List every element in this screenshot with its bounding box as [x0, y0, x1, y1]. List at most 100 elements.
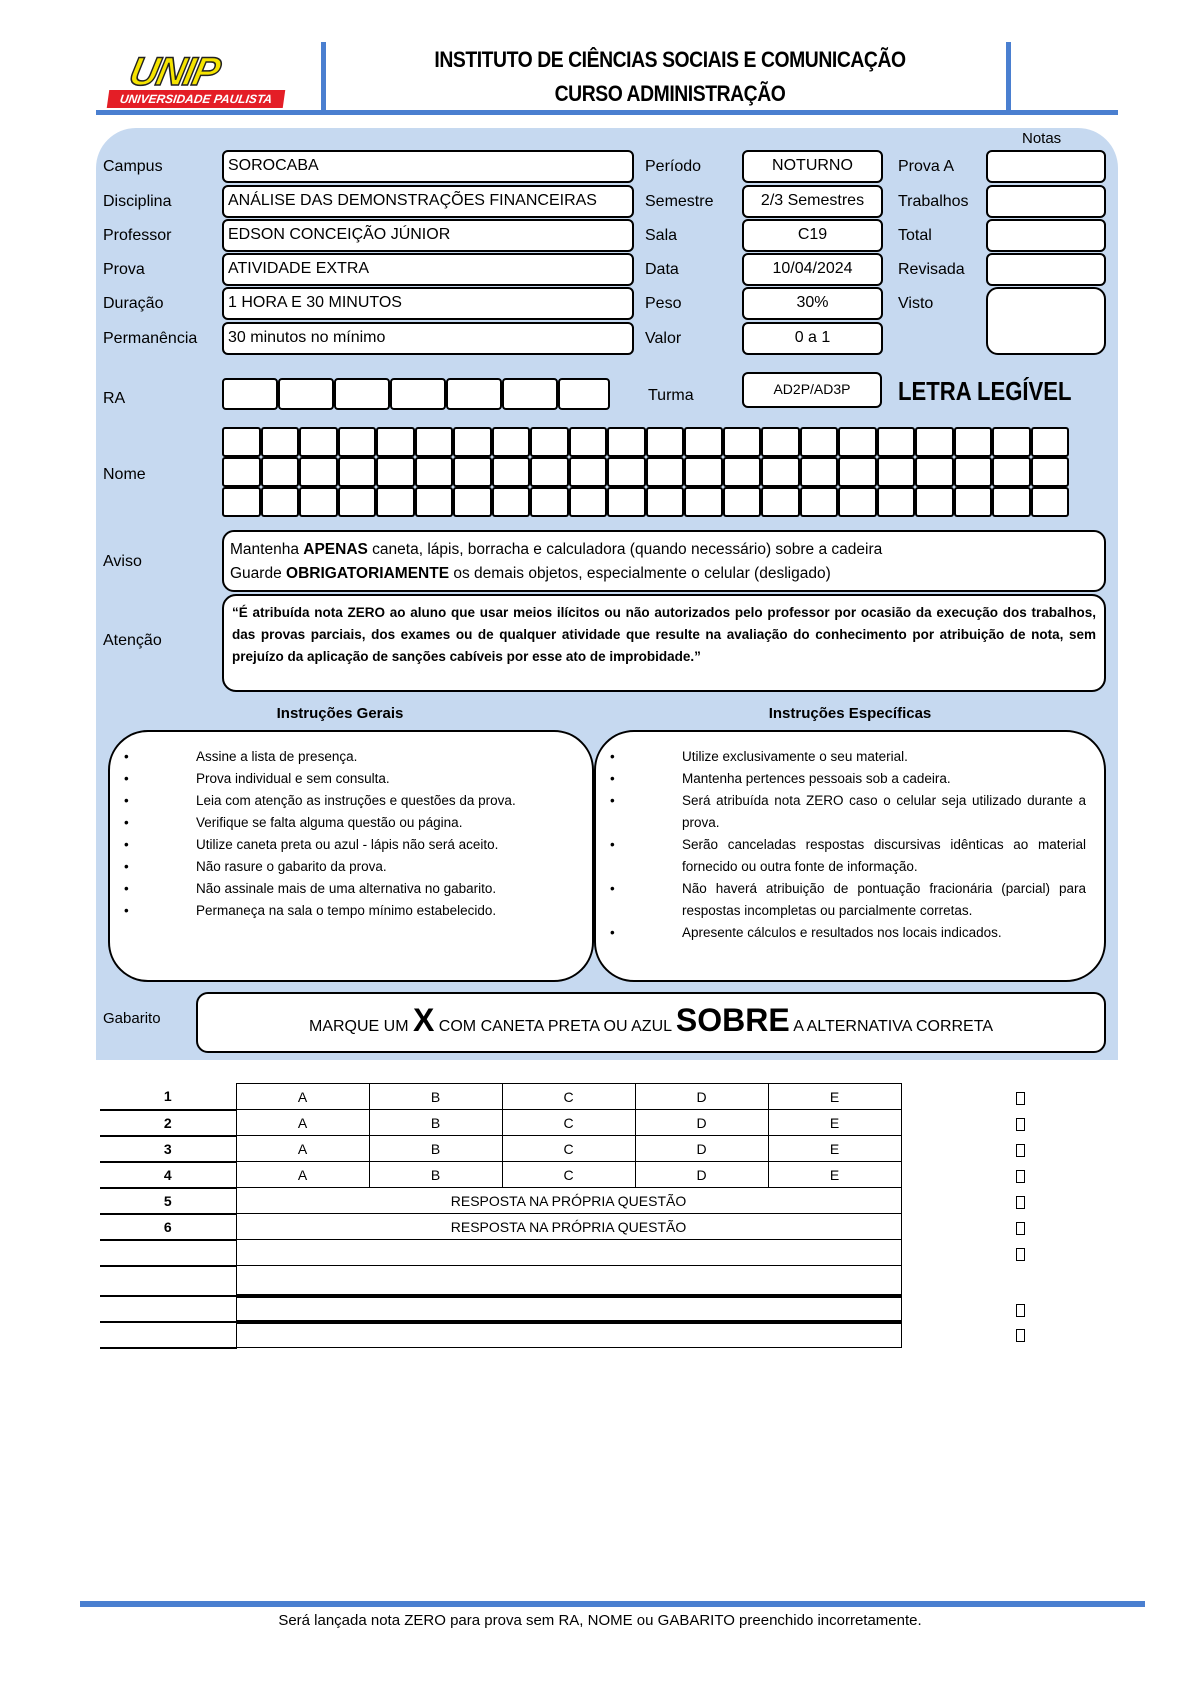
- nome-letter-box[interactable]: [607, 487, 646, 517]
- ra-digit-box[interactable]: [446, 378, 502, 410]
- nome-letter-box[interactable]: [799, 457, 838, 487]
- answer-blank[interactable]: [235, 1239, 902, 1266]
- nota-field[interactable]: [986, 253, 1106, 286]
- answer-blank[interactable]: [235, 1265, 902, 1296]
- answer-option[interactable]: B: [368, 1083, 503, 1110]
- answer-option[interactable]: E: [767, 1109, 902, 1136]
- nome-letter-box[interactable]: [761, 457, 800, 487]
- answer-blank[interactable]: [235, 1293, 902, 1322]
- nome-letter-box[interactable]: [453, 457, 492, 487]
- nome-letter-box[interactable]: [953, 457, 992, 487]
- answer-option[interactable]: E: [767, 1161, 902, 1188]
- nome-letter-box[interactable]: [799, 487, 838, 517]
- answer-option[interactable]: D: [634, 1161, 769, 1188]
- field-value[interactable]: 1 HORA E 30 MINUTOS: [222, 287, 634, 320]
- ra-digit-box[interactable]: [390, 378, 446, 410]
- nome-letter-box[interactable]: [453, 487, 492, 517]
- nome-letter-box[interactable]: [761, 427, 800, 457]
- nome-letter-box[interactable]: [414, 427, 453, 457]
- nota-field[interactable]: [986, 150, 1106, 183]
- field-value[interactable]: EDSON CONCEIÇÃO JÚNIOR: [222, 219, 634, 252]
- answer-option[interactable]: C: [501, 1161, 636, 1188]
- turma-field[interactable]: AD2P/AD3P: [742, 372, 882, 408]
- ra-digit-box[interactable]: [334, 378, 390, 410]
- nota-field[interactable]: [986, 287, 1106, 355]
- nome-letter-box[interactable]: [530, 427, 569, 457]
- field-value[interactable]: C19: [742, 219, 883, 252]
- nome-letter-box[interactable]: [414, 487, 453, 517]
- nome-letter-box[interactable]: [299, 427, 338, 457]
- nome-letter-box[interactable]: [491, 427, 530, 457]
- nome-letter-box[interactable]: [915, 487, 954, 517]
- ra-digit-box[interactable]: [502, 378, 558, 410]
- nome-letter-box[interactable]: [722, 427, 761, 457]
- field-value[interactable]: ANÁLISE DAS DEMONSTRAÇÕES FINANCEIRAS: [222, 185, 634, 218]
- nome-letter-box[interactable]: [992, 487, 1031, 517]
- answer-option[interactable]: B: [368, 1109, 503, 1136]
- nome-letter-box[interactable]: [876, 427, 915, 457]
- nome-letter-box[interactable]: [722, 487, 761, 517]
- nome-letter-box[interactable]: [260, 427, 299, 457]
- field-value[interactable]: 10/04/2024: [742, 253, 883, 286]
- field-value[interactable]: SOROCABA: [222, 150, 634, 183]
- answer-option[interactable]: D: [634, 1135, 769, 1162]
- field-value[interactable]: 30%: [742, 287, 883, 320]
- nome-letter-box[interactable]: [568, 457, 607, 487]
- nome-letter-box[interactable]: [915, 427, 954, 457]
- nome-letter-box[interactable]: [992, 457, 1031, 487]
- nome-letter-box[interactable]: [838, 457, 877, 487]
- answer-option[interactable]: C: [501, 1135, 636, 1162]
- answer-option[interactable]: D: [634, 1083, 769, 1110]
- field-value[interactable]: 30 minutos no mínimo: [222, 322, 634, 355]
- nome-letter-box[interactable]: [568, 487, 607, 517]
- nome-letter-box[interactable]: [953, 487, 992, 517]
- answer-option[interactable]: B: [368, 1161, 503, 1188]
- nome-letter-box[interactable]: [607, 427, 646, 457]
- nome-letter-box[interactable]: [222, 457, 261, 487]
- nome-letter-box[interactable]: [491, 487, 530, 517]
- answer-option[interactable]: A: [235, 1161, 370, 1188]
- nome-letter-box[interactable]: [530, 457, 569, 487]
- nome-letter-box[interactable]: [684, 487, 723, 517]
- answer-option[interactable]: A: [235, 1135, 370, 1162]
- nome-letter-box[interactable]: [838, 487, 877, 517]
- nome-letter-box[interactable]: [376, 487, 415, 517]
- nome-letter-box[interactable]: [684, 457, 723, 487]
- nome-letter-box[interactable]: [453, 427, 492, 457]
- nota-field[interactable]: [986, 185, 1106, 218]
- nome-letter-box[interactable]: [568, 427, 607, 457]
- ra-digit-box[interactable]: [222, 378, 278, 410]
- field-value[interactable]: ATIVIDADE EXTRA: [222, 253, 634, 286]
- nome-letter-box[interactable]: [876, 457, 915, 487]
- nome-letter-box[interactable]: [530, 487, 569, 517]
- nome-letter-box[interactable]: [491, 457, 530, 487]
- field-value[interactable]: 0 a 1: [742, 322, 883, 355]
- nome-letter-box[interactable]: [992, 427, 1031, 457]
- field-value[interactable]: NOTURNO: [742, 150, 883, 183]
- nome-letter-box[interactable]: [684, 427, 723, 457]
- nome-letter-box[interactable]: [722, 457, 761, 487]
- ra-digit-box[interactable]: [558, 378, 610, 410]
- nome-letter-box[interactable]: [645, 457, 684, 487]
- nome-letter-box[interactable]: [1030, 487, 1069, 517]
- nome-letter-box[interactable]: [222, 487, 261, 517]
- nome-letter-box[interactable]: [337, 457, 376, 487]
- answer-option[interactable]: A: [235, 1083, 370, 1110]
- nome-letter-box[interactable]: [299, 457, 338, 487]
- nome-letter-box[interactable]: [1030, 457, 1069, 487]
- nome-letter-box[interactable]: [799, 427, 838, 457]
- nome-letter-box[interactable]: [876, 487, 915, 517]
- nome-letter-box[interactable]: [260, 457, 299, 487]
- nome-letter-box[interactable]: [915, 457, 954, 487]
- answer-option[interactable]: E: [767, 1135, 902, 1162]
- nome-letter-box[interactable]: [414, 457, 453, 487]
- answer-option[interactable]: D: [634, 1109, 769, 1136]
- nome-letter-box[interactable]: [376, 457, 415, 487]
- ra-digit-box[interactable]: [278, 378, 334, 410]
- answer-option[interactable]: C: [501, 1109, 636, 1136]
- answer-option[interactable]: B: [368, 1135, 503, 1162]
- nome-letter-box[interactable]: [645, 487, 684, 517]
- nome-letter-box[interactable]: [376, 427, 415, 457]
- nome-letter-box[interactable]: [260, 487, 299, 517]
- answer-option[interactable]: C: [501, 1083, 636, 1110]
